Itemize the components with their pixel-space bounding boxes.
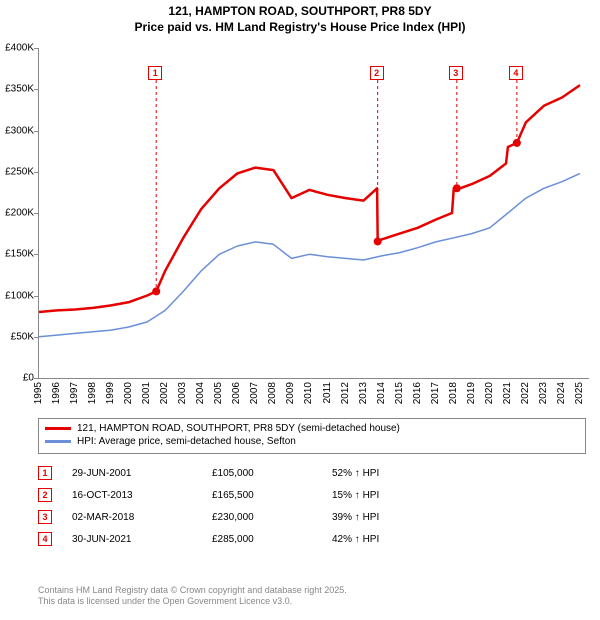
ytick-label: £100K — [0, 290, 34, 301]
xtick-label: 2024 — [556, 382, 567, 404]
plot-svg — [39, 48, 589, 378]
transaction-delta: 42% ↑ HPI — [332, 534, 432, 545]
chart-area — [38, 48, 589, 379]
transaction-delta: 39% ↑ HPI — [332, 512, 432, 523]
xtick-label: 1998 — [87, 382, 98, 404]
xtick-label: 2006 — [231, 382, 242, 404]
transaction-date: 16-OCT-2013 — [72, 490, 212, 501]
transaction-marker: 1 — [38, 466, 52, 480]
annotation-marker: 4 — [509, 66, 523, 80]
transaction-date: 29-JUN-2001 — [72, 468, 212, 479]
ytick-mark — [34, 213, 38, 214]
xtick-label: 1997 — [69, 382, 80, 404]
xtick-label: 2003 — [177, 382, 188, 404]
legend-swatch — [45, 440, 71, 443]
transaction-marker: 3 — [38, 510, 52, 524]
xtick-label: 2007 — [249, 382, 260, 404]
xtick-label: 2013 — [358, 382, 369, 404]
annotation-marker: 3 — [449, 66, 463, 80]
xtick-label: 1995 — [33, 382, 44, 404]
transaction-marker: 4 — [38, 532, 52, 546]
annotation-marker: 1 — [148, 66, 162, 80]
transaction-delta: 15% ↑ HPI — [332, 490, 432, 501]
xtick-label: 2018 — [448, 382, 459, 404]
transaction-row: 1 29-JUN-2001£105,00052% ↑ HPI — [38, 462, 586, 484]
ytick-mark — [34, 131, 38, 132]
title-block: 121, HAMPTON ROAD, SOUTHPORT, PR8 5DY Pr… — [0, 0, 600, 35]
xtick-label: 2019 — [466, 382, 477, 404]
transaction-price: £230,000 — [212, 512, 332, 523]
series-line — [39, 85, 580, 312]
chart-container: 121, HAMPTON ROAD, SOUTHPORT, PR8 5DY Pr… — [0, 0, 600, 620]
xtick-label: 2023 — [538, 382, 549, 404]
xtick-label: 2011 — [322, 382, 333, 404]
title-line-1: 121, HAMPTON ROAD, SOUTHPORT, PR8 5DY — [0, 4, 600, 20]
legend-swatch — [45, 427, 71, 430]
series-marker — [513, 139, 521, 147]
title-line-2: Price paid vs. HM Land Registry's House … — [0, 20, 600, 36]
ytick-mark — [34, 378, 38, 379]
transaction-date: 02-MAR-2018 — [72, 512, 212, 523]
legend: 121, HAMPTON ROAD, SOUTHPORT, PR8 5DY (s… — [38, 418, 586, 454]
ytick-label: £0 — [0, 373, 34, 384]
xtick-label: 2010 — [303, 382, 314, 404]
legend-row: HPI: Average price, semi-detached house,… — [45, 436, 579, 447]
footer-line-2: This data is licensed under the Open Gov… — [38, 596, 347, 608]
ytick-mark — [34, 296, 38, 297]
series-marker — [453, 184, 461, 192]
transaction-date: 30-JUN-2021 — [72, 534, 212, 545]
legend-label: 121, HAMPTON ROAD, SOUTHPORT, PR8 5DY (s… — [77, 423, 400, 434]
series-marker — [152, 287, 160, 295]
transaction-row: 3 02-MAR-2018£230,00039% ↑ HPI — [38, 506, 586, 528]
xtick-label: 2021 — [502, 382, 513, 404]
footer: Contains HM Land Registry data © Crown c… — [38, 585, 347, 608]
xtick-label: 1996 — [51, 382, 62, 404]
xtick-label: 2001 — [141, 382, 152, 404]
xtick-label: 2025 — [574, 382, 585, 404]
footer-line-1: Contains HM Land Registry data © Crown c… — [38, 585, 347, 597]
series-marker — [374, 237, 382, 245]
xtick-label: 2000 — [123, 382, 134, 404]
xtick-label: 2012 — [340, 382, 351, 404]
transaction-delta: 52% ↑ HPI — [332, 468, 432, 479]
xtick-label: 1999 — [105, 382, 116, 404]
ytick-label: £50K — [0, 331, 34, 342]
transaction-row: 4 30-JUN-2021£285,00042% ↑ HPI — [38, 528, 586, 550]
transactions-table: 1 29-JUN-2001£105,00052% ↑ HPI 2 16-OCT-201… — [38, 462, 586, 550]
annotation-marker: 2 — [370, 66, 384, 80]
transaction-price: £285,000 — [212, 534, 332, 545]
ytick-mark — [34, 337, 38, 338]
ytick-label: £250K — [0, 166, 34, 177]
ytick-label: £300K — [0, 125, 34, 136]
ytick-label: £400K — [0, 43, 34, 54]
xtick-label: 2015 — [394, 382, 405, 404]
xtick-label: 2004 — [195, 382, 206, 404]
ytick-label: £200K — [0, 208, 34, 219]
xtick-label: 2014 — [376, 382, 387, 404]
xtick-label: 2008 — [267, 382, 278, 404]
series-line — [39, 173, 580, 336]
xtick-label: 2002 — [159, 382, 170, 404]
transaction-price: £165,500 — [212, 490, 332, 501]
legend-row: 121, HAMPTON ROAD, SOUTHPORT, PR8 5DY (s… — [45, 423, 579, 434]
xtick-label: 2017 — [430, 382, 441, 404]
ytick-label: £150K — [0, 249, 34, 260]
ytick-mark — [34, 254, 38, 255]
ytick-mark — [34, 172, 38, 173]
ytick-mark — [34, 89, 38, 90]
xtick-label: 2022 — [520, 382, 531, 404]
ytick-label: £350K — [0, 84, 34, 95]
legend-label: HPI: Average price, semi-detached house,… — [77, 436, 296, 447]
transaction-row: 2 16-OCT-2013£165,50015% ↑ HPI — [38, 484, 586, 506]
xtick-label: 2016 — [412, 382, 423, 404]
xtick-label: 2009 — [285, 382, 296, 404]
ytick-mark — [34, 48, 38, 49]
xtick-label: 2005 — [213, 382, 224, 404]
transaction-price: £105,000 — [212, 468, 332, 479]
transaction-marker: 2 — [38, 488, 52, 502]
xtick-label: 2020 — [484, 382, 495, 404]
